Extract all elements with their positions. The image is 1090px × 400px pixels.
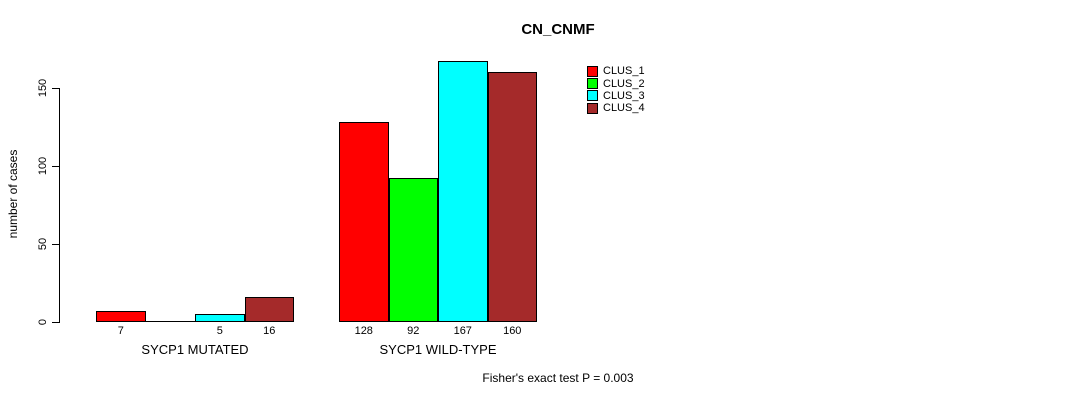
bar-value-label: 7 <box>117 325 124 337</box>
y-axis-line <box>59 88 60 323</box>
legend-label: CLUS_3 <box>603 89 645 102</box>
bar-value-label: 92 <box>407 325 420 337</box>
legend-swatch-icon <box>587 65 598 77</box>
bar-value-label: 160 <box>503 325 522 337</box>
legend-swatch-icon <box>587 78 598 90</box>
y-tick-mark <box>52 166 59 167</box>
group-label: SYCP1 MUTATED <box>141 342 249 357</box>
bar-clus_3 <box>195 314 245 322</box>
y-tick-mark <box>52 88 59 89</box>
bar-clus_1 <box>339 122 389 322</box>
y-tick-label: 50 <box>37 237 49 251</box>
legend-swatch-icon <box>587 102 598 114</box>
legend-label: CLUS_2 <box>603 77 645 90</box>
y-tick-mark <box>52 244 59 245</box>
legend-item-clus_3: CLUS_3 <box>587 90 645 102</box>
legend-item-clus_4: CLUS_4 <box>587 102 645 114</box>
annotation-text: Fisher's exact test P = 0.003 <box>482 371 634 385</box>
bar-clus_3 <box>438 61 488 322</box>
bar-value-label: 167 <box>453 325 472 337</box>
bar-value-label: 16 <box>263 325 276 337</box>
bar-clus_1 <box>96 311 146 322</box>
bar-clus_4 <box>244 297 294 322</box>
bar-clus_2 <box>388 178 438 322</box>
legend-label: CLUS_1 <box>603 65 645 78</box>
bar-value-label: 128 <box>354 325 373 337</box>
legend: CLUS_1 CLUS_2 CLUS_3 CLUS_4 <box>587 65 645 115</box>
y-axis-label: number of cases <box>6 149 20 239</box>
legend-item-clus_1: CLUS_1 <box>587 65 645 77</box>
legend-label: CLUS_4 <box>603 102 645 115</box>
y-tick-label: 0 <box>37 318 49 326</box>
y-tick-mark <box>52 322 59 323</box>
legend-item-clus_2: CLUS_2 <box>587 77 645 90</box>
bar-zero-clus_2 <box>145 321 195 322</box>
group-label: SYCP1 WILD-TYPE <box>379 342 497 357</box>
y-tick-label: 100 <box>37 156 49 176</box>
legend-swatch-icon <box>587 90 598 102</box>
y-tick-label: 150 <box>37 78 49 98</box>
chart-title: CN_CNMF <box>521 21 595 38</box>
bar-value-label: 5 <box>216 325 223 337</box>
bar-clus_4 <box>487 72 537 322</box>
